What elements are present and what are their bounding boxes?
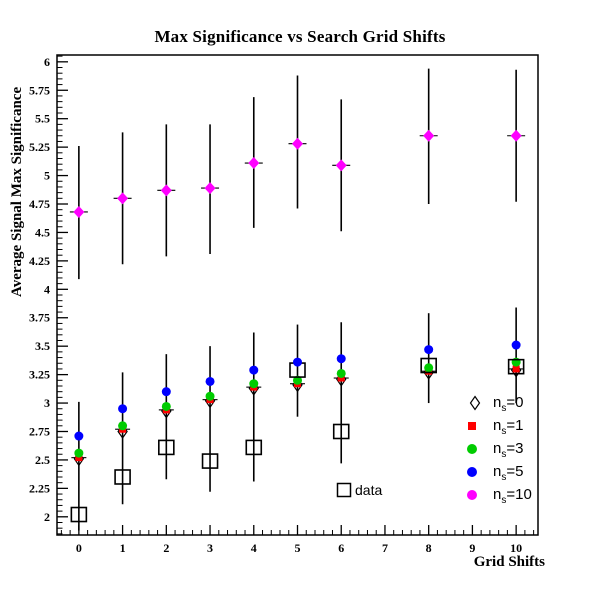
marker-ns3 <box>424 363 434 373</box>
legend-item-data: data <box>336 482 382 498</box>
x-tick-label: 6 <box>338 541 344 555</box>
y-tick-label: 3.75 <box>29 311 50 325</box>
marker-ns3 <box>74 448 84 458</box>
legend-marker-ns10-icon <box>467 489 477 500</box>
marker-ns5 <box>161 387 171 397</box>
marker-ns10 <box>73 205 85 218</box>
legend-item-ns1: ns=1 <box>461 414 532 437</box>
legend-label-ns0: ns=0 <box>493 394 524 414</box>
marker-ns5 <box>205 376 215 386</box>
marker-ns3 <box>336 368 346 378</box>
y-tick-label: 2.25 <box>29 481 50 495</box>
marker-ns5 <box>293 357 302 367</box>
marker-ns3 <box>293 375 302 385</box>
legend-item-ns3: ns=3 <box>461 437 532 460</box>
y-tick-label: 2 <box>44 510 50 524</box>
marker-ns3 <box>118 421 128 431</box>
marker-data <box>70 506 88 523</box>
y-tick-label: 4.75 <box>29 197 50 211</box>
x-tick-label: 8 <box>426 541 432 555</box>
y-tick-label: 3.25 <box>29 368 50 382</box>
y-tick-label: 4 <box>44 282 50 296</box>
legend-marker-ns0-icon <box>469 394 481 411</box>
y-tick-label: 5 <box>44 169 50 183</box>
marker-ns5 <box>511 340 521 350</box>
y-tick-label: 3 <box>44 396 50 410</box>
x-tick-label: 1 <box>120 541 126 555</box>
marker-ns10 <box>117 192 129 205</box>
legend-item-ns10: ns=10 <box>461 483 532 506</box>
y-tick-label: 3.5 <box>35 339 50 353</box>
marker-ns10 <box>335 159 347 172</box>
legend-label-ns3: ns=3 <box>493 440 524 460</box>
x-tick-label: 2 <box>163 541 169 555</box>
marker-ns10 <box>160 184 172 197</box>
x-tick-label: 10 <box>510 541 522 555</box>
x-tick-label: 7 <box>382 541 388 555</box>
marker-ns10 <box>248 157 260 170</box>
marker-ns1 <box>337 374 345 382</box>
marker-ns5 <box>118 404 128 414</box>
legend-label-ns1: ns=1 <box>493 417 524 437</box>
marker-data <box>114 469 131 485</box>
marker-data <box>201 453 219 469</box>
y-tick-label: 5.75 <box>29 83 50 97</box>
legend-item-ns5: ns=5 <box>461 460 532 483</box>
legend-label-ns5: ns=5 <box>493 463 524 483</box>
y-tick-label: 6 <box>44 55 50 69</box>
y-tick-label: 4.5 <box>35 225 50 239</box>
y-tick-label: 5.5 <box>35 112 50 126</box>
legend-label-data: data <box>355 482 383 498</box>
marker-data <box>507 358 525 375</box>
legend-marker-data-icon <box>336 482 352 498</box>
marker-ns3 <box>161 401 171 411</box>
legend: ns=0 ns=1 ns=3 ns=5 ns=10 <box>461 391 532 506</box>
marker-ns3 <box>205 391 215 401</box>
legend-marker-ns5-icon <box>467 466 477 477</box>
marker-data <box>420 357 437 374</box>
legend-item-ns0: ns=0 <box>461 391 532 414</box>
marker-ns10 <box>423 129 435 142</box>
chart-title: Max Significance vs Search Grid Shifts <box>154 27 446 46</box>
marker-data <box>332 423 350 440</box>
marker-ns3 <box>249 379 259 389</box>
marker-ns5 <box>424 345 434 355</box>
marker-data <box>158 439 175 456</box>
x-tick-label: 4 <box>251 541 257 555</box>
marker-ns10 <box>292 137 303 150</box>
y-tick-label: 4.25 <box>29 254 50 268</box>
x-tick-label: 5 <box>295 541 301 555</box>
marker-ns10 <box>204 182 216 195</box>
legend-marker-ns1-icon <box>468 421 476 430</box>
y-tick-label: 2.75 <box>29 424 50 438</box>
x-axis-label: Grid Shifts <box>473 554 545 570</box>
x-tick-label: 0 <box>76 541 82 555</box>
marker-ns5 <box>249 365 259 375</box>
marker-ns5 <box>336 354 346 364</box>
legend-marker-ns3-icon <box>467 443 477 454</box>
y-tick-label: 5.25 <box>29 140 50 154</box>
marker-data <box>245 439 263 456</box>
open-square-icon <box>336 482 352 498</box>
legend-label-ns10: ns=10 <box>493 486 532 506</box>
x-tick-label: 9 <box>469 541 475 555</box>
marker-ns1 <box>75 454 83 462</box>
marker-ns10 <box>510 129 522 142</box>
x-tick-label: 3 <box>207 541 213 555</box>
y-tick-label: 2.5 <box>35 453 50 467</box>
marker-ns5 <box>74 431 84 441</box>
marker-ns1 <box>512 365 520 373</box>
